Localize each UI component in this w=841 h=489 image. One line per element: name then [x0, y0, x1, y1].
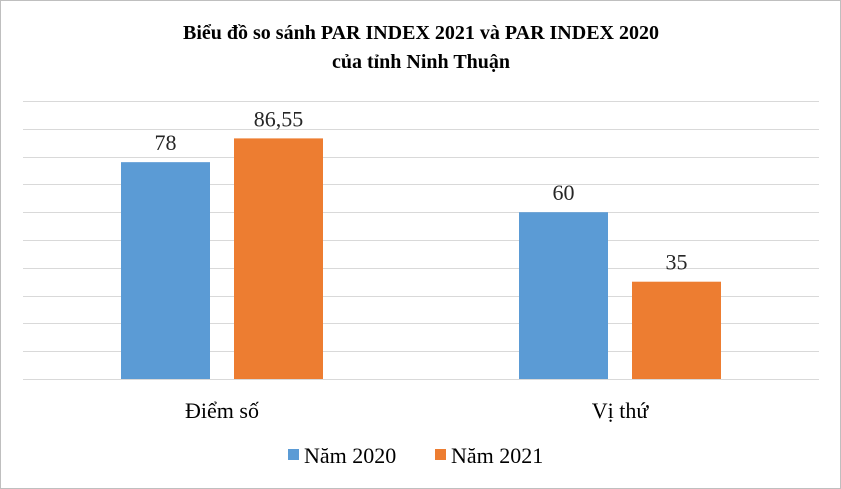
data-label: 35	[666, 250, 688, 275]
legend: Năm 2020 Năm 2021	[288, 443, 543, 468]
bar-năm-2020-0	[121, 162, 210, 379]
category-labels: Điểm số Vị thứ	[185, 398, 649, 423]
category-label: Vị thứ	[592, 398, 650, 423]
legend-label: Năm 2020	[304, 443, 396, 468]
data-label: 86,55	[254, 106, 304, 131]
legend-swatch	[435, 449, 446, 460]
bar-năm-2021-1	[632, 281, 721, 379]
data-labels: 78 86,55 60 35	[155, 106, 688, 274]
category-label: Điểm số	[185, 398, 259, 423]
bar-năm-2021-0	[234, 138, 323, 379]
chart-title-line-1: Biểu đồ so sánh PAR INDEX 2021 và PAR IN…	[183, 22, 659, 44]
data-label: 60	[553, 180, 575, 205]
bar-năm-2020-1	[519, 212, 608, 379]
bars	[121, 138, 721, 379]
data-label: 78	[155, 130, 177, 155]
legend-swatch	[288, 449, 299, 460]
chart-title-line-2: của tỉnh Ninh Thuận	[332, 51, 510, 73]
legend-label: Năm 2021	[451, 443, 543, 468]
